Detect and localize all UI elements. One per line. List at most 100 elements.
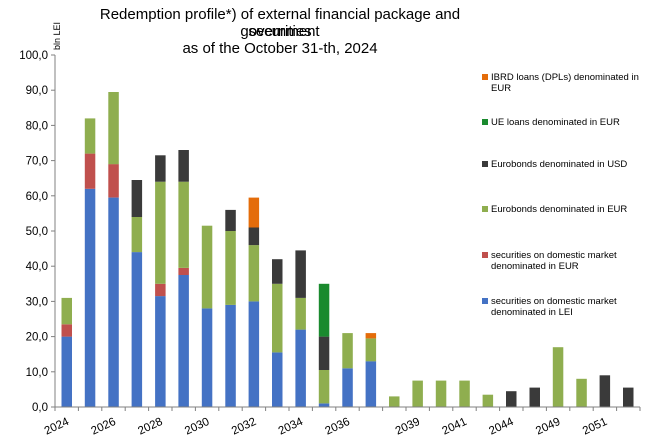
legend-label: Eurobonds denominated in EUR — [491, 204, 628, 215]
y-tick-label: 0,0 — [32, 402, 48, 414]
bar-segment-2053-series-3 — [623, 387, 634, 407]
bar-segment-2028-series-2 — [155, 181, 166, 284]
bar-segment-2031-series-3 — [225, 209, 236, 231]
x-tick-label: 2026 — [90, 416, 118, 438]
bar-segment-2042-series-2 — [482, 394, 494, 407]
chart-title-line-3: as of the October 31-th, 2024 — [182, 40, 378, 57]
legend-label: Eurobonds denominated in USD — [491, 159, 628, 170]
bar-segment-2040-series-2 — [435, 380, 447, 407]
x-tick-label: 2051 — [581, 416, 609, 438]
bar-segment-2037-series-2 — [365, 338, 377, 362]
bar-segment-2026-series-1 — [108, 164, 119, 198]
y-tick-label: 90,0 — [26, 85, 48, 97]
bars-layer — [61, 92, 634, 407]
y-tick-label: 100,0 — [19, 50, 48, 62]
x-tick-label: 2024 — [43, 416, 72, 438]
bar-segment-2029-series-1 — [178, 268, 189, 275]
bar-segment-2024-series-2 — [61, 297, 72, 325]
x-tick-label: 2032 — [230, 416, 258, 438]
bar-segment-2039-series-2 — [412, 380, 423, 407]
bar-segment-2027-series-3 — [131, 180, 143, 217]
legend-label: UE loans denominated in EUR — [491, 117, 620, 128]
bar-segment-2024-series-1 — [61, 324, 72, 337]
bar-segment-2026-series-0 — [108, 197, 119, 407]
bar-segment-2027-series-2 — [131, 216, 143, 253]
legend-item-0: securities on domestic market denominate… — [482, 296, 657, 318]
bar-segment-2029-series-2 — [178, 181, 189, 268]
legend-swatch — [482, 119, 488, 125]
y-tick-label: 60,0 — [26, 191, 48, 203]
y-tick-label: 20,0 — [26, 332, 48, 344]
bar-segment-2037-series-5 — [365, 333, 377, 339]
x-tick-label: 2036 — [324, 416, 352, 438]
legend-swatch — [482, 252, 488, 258]
bar-segment-2050-series-2 — [576, 378, 587, 407]
bar-segment-2034-series-2 — [295, 297, 306, 330]
bar-segment-2035-series-2 — [318, 370, 330, 404]
bar-segment-2034-series-3 — [295, 250, 306, 298]
bar-segment-2033-series-3 — [272, 259, 283, 284]
bar-segment-2030-series-2 — [201, 225, 213, 309]
legend-swatch — [482, 206, 488, 212]
bar-segment-2029-series-3 — [178, 150, 189, 182]
legend-item-5: IBRD loans (DPLs) denominated in EUR — [482, 72, 657, 94]
bar-segment-2028-series-0 — [155, 296, 166, 407]
x-tick-label: 2034 — [277, 416, 306, 438]
legend-item-1: securities on domestic market denominate… — [482, 250, 657, 272]
bar-segment-2031-series-0 — [225, 304, 236, 407]
x-tick-label: 2030 — [183, 416, 211, 438]
bar-segment-2025-series-1 — [84, 153, 96, 189]
bar-segment-2045-series-3 — [529, 387, 540, 407]
bar-segment-2044-series-3 — [506, 391, 517, 407]
y-tick-label: 70,0 — [26, 156, 48, 168]
bar-segment-2051-series-3 — [599, 375, 611, 407]
y-tick-label: 30,0 — [26, 296, 48, 308]
bar-segment-2024-series-0 — [61, 336, 72, 407]
legend-item-2: Eurobonds denominated in EUR — [482, 204, 657, 215]
bar-segment-2029-series-0 — [178, 275, 189, 407]
chart-title-line-2: securities — [248, 23, 312, 40]
bar-segment-2025-series-0 — [84, 188, 96, 407]
bar-segment-2035-series-0 — [318, 403, 330, 407]
bar-segment-2049-series-2 — [552, 347, 564, 407]
bar-segment-2032-series-2 — [248, 245, 260, 302]
bar-segment-2035-series-4 — [318, 283, 330, 337]
x-tick-label: 2044 — [487, 416, 516, 438]
bar-segment-2038-series-2 — [389, 396, 400, 407]
bar-segment-2026-series-2 — [108, 92, 119, 165]
legend-label: IBRD loans (DPLs) denominated in EUR — [491, 72, 639, 94]
bar-segment-2035-series-3 — [318, 336, 330, 370]
x-tick-label: 2028 — [136, 416, 164, 438]
bar-segment-2037-series-0 — [365, 361, 377, 407]
bar-segment-2032-series-5 — [248, 197, 260, 228]
legend-item-4: UE loans denominated in EUR — [482, 117, 657, 128]
bar-segment-2036-series-2 — [342, 333, 353, 369]
y-tick-label: 80,0 — [26, 120, 48, 132]
bar-segment-2027-series-0 — [131, 252, 143, 407]
bar-segment-2030-series-0 — [201, 308, 213, 407]
x-tick-label: 2041 — [441, 416, 469, 438]
y-tick-label: 50,0 — [26, 226, 48, 238]
bar-segment-2034-series-0 — [295, 329, 306, 407]
x-tick-label: 2039 — [394, 416, 422, 438]
legend-label: securities on domestic market denominate… — [491, 250, 617, 272]
bar-segment-2036-series-0 — [342, 368, 353, 407]
chart-title-line-1: Redemption profile*) of external financi… — [99, 6, 461, 40]
legend-swatch — [482, 298, 488, 304]
x-tick-label: 2049 — [534, 416, 562, 438]
bar-segment-2033-series-2 — [272, 283, 283, 353]
bar-segment-2032-series-3 — [248, 227, 260, 246]
legend-label: securities on domestic market denominate… — [491, 296, 617, 318]
bar-segment-2031-series-2 — [225, 231, 236, 305]
y-tick-label: 40,0 — [26, 261, 48, 273]
bar-segment-2032-series-0 — [248, 301, 260, 407]
legend-item-3: Eurobonds denominated in USD — [482, 159, 657, 170]
bar-segment-2041-series-2 — [459, 380, 470, 407]
bar-segment-2025-series-2 — [84, 118, 96, 154]
ticks-layer: 0,0 10,0 20,0 30,0 40,0 50,0 60,0 70,0 80,0 90,0 1… — [19, 50, 641, 438]
legend-swatch — [482, 74, 488, 80]
bar-segment-2028-series-1 — [155, 283, 166, 297]
bar-segment-2028-series-3 — [155, 155, 166, 182]
